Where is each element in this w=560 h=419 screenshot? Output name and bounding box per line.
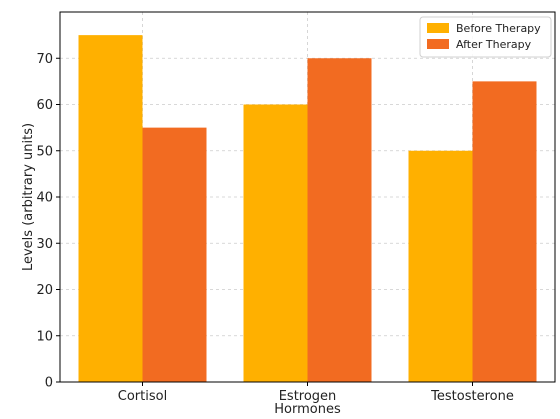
bar-after-therapy-testosterone xyxy=(472,81,537,382)
y-tick-label: 50 xyxy=(36,144,53,159)
legend-swatch xyxy=(427,23,449,33)
legend-label: After Therapy xyxy=(456,38,532,51)
y-ticks: 0 10 20 30 40 50 60 70 xyxy=(36,52,60,391)
bar-before-therapy-testosterone xyxy=(408,150,473,382)
legend-swatch xyxy=(427,39,449,49)
x-ticks: Cortisol Estrogen Testosterone xyxy=(118,382,514,404)
y-tick-label: 40 xyxy=(36,191,53,206)
bar-before-therapy-cortisol xyxy=(78,35,143,382)
y-tick-label: 60 xyxy=(36,98,53,113)
legend-box xyxy=(419,16,552,58)
x-tick-label: Estrogen xyxy=(279,389,337,404)
legend: Before Therapy After Therapy xyxy=(419,16,552,58)
y-tick-label: 70 xyxy=(36,52,53,67)
x-tick-label: Cortisol xyxy=(118,389,167,404)
x-axis-label: Hormones xyxy=(274,402,341,417)
bar-after-therapy-cortisol xyxy=(142,127,207,382)
bars xyxy=(78,35,537,382)
bar-before-therapy-estrogen xyxy=(243,104,308,382)
y-tick-label: 30 xyxy=(36,237,53,252)
y-tick-label: 10 xyxy=(36,329,53,344)
legend-label: Before Therapy xyxy=(456,22,541,35)
y-tick-label: 20 xyxy=(36,283,53,298)
x-tick-label: Testosterone xyxy=(430,389,514,404)
bar-after-therapy-estrogen xyxy=(307,58,372,382)
y-tick-label: 0 xyxy=(45,376,53,391)
y-axis-label: Levels (arbitrary units) xyxy=(21,123,36,271)
